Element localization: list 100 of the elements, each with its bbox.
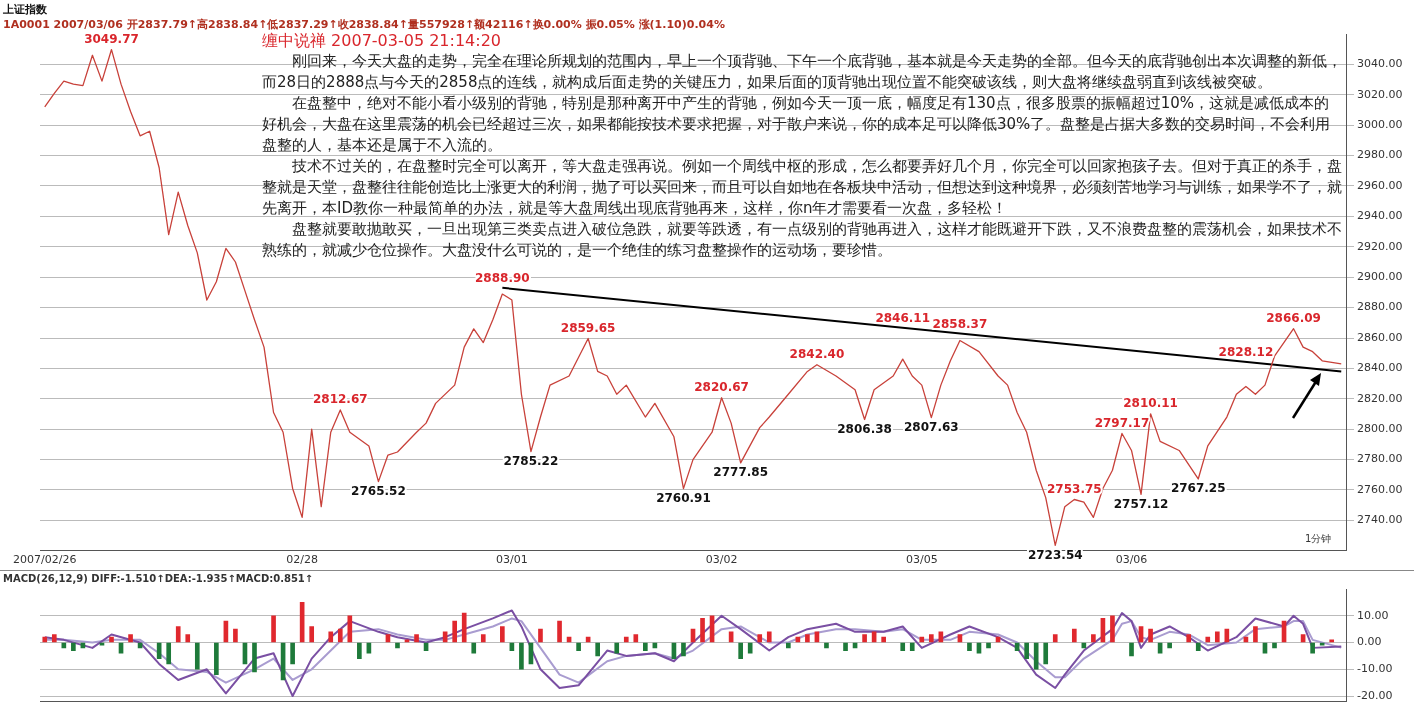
bar [643, 642, 648, 651]
annotation: 2806.38 [837, 421, 892, 436]
bar [986, 642, 991, 649]
x-tick-label: 03/06 [1115, 553, 1148, 567]
bar [909, 642, 915, 651]
annotation: 2828.12 [1218, 345, 1274, 360]
bar [1043, 642, 1049, 665]
bar [1214, 631, 1220, 643]
y-tick-label: -20.00 [1357, 688, 1393, 702]
y-tick-label: 2840.00 [1357, 361, 1403, 375]
annotation: 1分钟 [1305, 532, 1332, 546]
annotation: 3049.77 [84, 31, 139, 46]
bar [1052, 634, 1058, 643]
chart-subtitle: 1A0001 2007/03/06 开2837.79↑高2838.84↑低2837.29↑收2838.84↑量557928↑额42116↑换0.00% 振0.05% 涨(1.10)0.04% [3, 17, 725, 32]
bar [1148, 628, 1153, 643]
bar [1167, 642, 1172, 649]
y-tick-label: 2740.00 [1357, 513, 1403, 527]
bar [681, 642, 686, 657]
annotation: 2807.63 [903, 419, 959, 434]
bar [557, 620, 562, 643]
chart-title: MACD(26,12,9) DIFF:-1.510↑DEA:-1.935↑MACD:0.851↑ [3, 573, 314, 584]
annotation: 2846.11 [875, 310, 931, 325]
y-tick-label: 3000.00 [1357, 118, 1403, 132]
y-tick-label: 2780.00 [1357, 452, 1403, 466]
y-tick-label: 2800.00 [1357, 422, 1403, 436]
bar [271, 615, 276, 643]
bar [185, 634, 191, 643]
bar [1129, 642, 1134, 657]
annotation: 2812.67 [312, 392, 368, 407]
annotation: 在盘整中，绝对不能小看小级别的背驰，特别是那种离开中产生的背驰，例如今天一顶一底，幅度足有130点，很多股票的振幅超过10%，这就是减低成本的好机会，大盘在这里震荡的机会已经超过三次，如果都能按技术要求把握，对于散户来说，你的成本足可以降低30%了。盘整是占据大多数的交易时间，不会利用盘整的人，基本还是属于不入流的。 [262, 93, 1332, 156]
annotation: 技术不过关的，在盘整时完全可以离开，等大盘走强再说。例如一个周线中枢的形成，怎么都要弄好几个月，你完全可以回家抱孩子去。但对于真正的杀手，盘整就是天堂，盘整往往能创造比上涨更大的利润，抛了可以买回来，而且可以自如地在各板块中活动，但想达到这种境界，必须刻苦地学习与训练，如果学不了，就先离开，本ID教你一种最简单的办法，就是等大盘周线出现底背驰再来，这样，你n年才需要看一次盘，多轻松！ [262, 156, 1342, 219]
bar [500, 626, 505, 643]
bar [766, 631, 772, 643]
bar [452, 620, 458, 643]
bar [1186, 634, 1192, 643]
bar [128, 634, 133, 643]
y-tick-label: 10.00 [1357, 608, 1389, 622]
bar [633, 634, 639, 643]
bar [194, 642, 200, 670]
y-tick-label: 3040.00 [1357, 57, 1403, 71]
x-tick-label: 03/01 [496, 553, 528, 567]
bar [786, 642, 791, 649]
bar [843, 642, 848, 651]
bar [357, 642, 362, 659]
bar [414, 634, 419, 643]
bar [700, 618, 705, 643]
y-tick-label: 2940.00 [1357, 209, 1403, 223]
annotation: 2723.54 [1027, 547, 1083, 562]
bar [900, 642, 906, 651]
y-tick-label: 2760.00 [1357, 482, 1403, 496]
chart-title: 上证指数 [3, 2, 47, 17]
annotation: 2753.75 [1046, 481, 1102, 496]
bar [51, 634, 57, 643]
y-tick-label: 0.00 [1357, 635, 1382, 649]
bar [881, 636, 886, 643]
bar [99, 642, 105, 646]
bar [1071, 628, 1077, 643]
bar [1033, 642, 1039, 670]
bar [214, 642, 219, 675]
bar [347, 615, 353, 643]
bar [824, 642, 829, 649]
bar [175, 626, 181, 643]
x-tick-label: 03/05 [905, 553, 938, 567]
bar [395, 642, 400, 649]
annotation: 缠中说禅 2007-03-05 21:14:20 [262, 30, 502, 51]
annotation: 2777.85 [713, 464, 768, 479]
bar [862, 634, 867, 643]
bar [1205, 636, 1211, 643]
bar [71, 642, 76, 651]
y-tick-label: 2860.00 [1357, 330, 1403, 344]
bar [595, 642, 600, 657]
bar [967, 642, 972, 651]
bar [42, 636, 48, 643]
annotation: 2767.25 [1170, 481, 1226, 496]
bar [233, 628, 238, 643]
annotation: 2765.52 [351, 483, 406, 498]
bar [1024, 642, 1029, 659]
annotation: 2888.90 [475, 270, 530, 285]
bar [623, 636, 629, 643]
bar [166, 642, 172, 665]
x-tick-label: 02/28 [286, 553, 318, 567]
y-tick-label: 2980.00 [1357, 148, 1403, 162]
bar [1110, 615, 1115, 643]
bar [290, 642, 295, 665]
y-tick-label: 3020.00 [1357, 87, 1403, 101]
bar [1310, 642, 1315, 654]
bar [919, 636, 925, 643]
bar [1319, 642, 1325, 646]
y-tick-label: 2900.00 [1357, 270, 1403, 284]
bar [1272, 642, 1277, 649]
annotation: 2797.17 [1094, 415, 1150, 430]
annotation: 刚回来，今天大盘的走势，完全在理论所规划的范围内，早上一个顶背驰、下午一个底背驰，基本就是今天走势的全部。但今天的底背驰创出本次调整的新低，而28日的2888点与今天的2858点的连线，就构成后面走势的关键压力，如果后面的顶背驰出现位置不能突破该线，则大盘将继续盘弱直到该线被突破。 [262, 51, 1342, 93]
bar [576, 642, 581, 651]
annotation: 2866.09 [1266, 310, 1321, 325]
bar [614, 642, 620, 654]
annotation: 2859.65 [560, 320, 616, 335]
y-tick-label: -10.00 [1357, 662, 1393, 676]
x-tick-label: 03/02 [705, 553, 738, 567]
bar [461, 612, 467, 643]
annotation: 2842.40 [789, 346, 845, 361]
